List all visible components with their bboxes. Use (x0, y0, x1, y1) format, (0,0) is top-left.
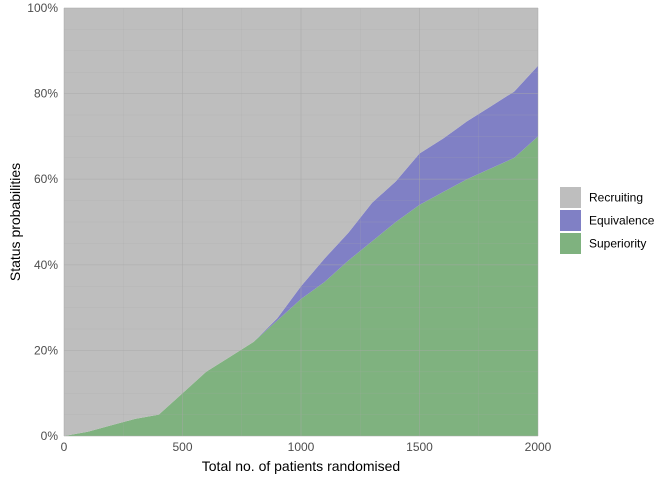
x-axis: 0 500 1000 1500 2000 (61, 440, 552, 454)
x-tick-label: 2000 (525, 440, 552, 454)
y-tick-label: 20% (34, 343, 58, 357)
legend-label-superiority: Superiority (589, 237, 646, 251)
y-tick-label: 0% (41, 429, 59, 443)
legend-label-equivalence: Equivalence (589, 214, 655, 228)
legend-key-superiority (560, 233, 581, 254)
y-tick-label: 80% (34, 87, 58, 101)
y-axis: 0% 20% 40% 60% 80% 100% (27, 1, 58, 443)
y-tick-label: 100% (27, 1, 58, 15)
legend-key-recruiting (560, 187, 581, 208)
x-tick-label: 1000 (288, 440, 315, 454)
y-tick-label: 60% (34, 172, 58, 186)
x-tick-label: 500 (172, 440, 192, 454)
y-axis-title: Status probabilities (7, 163, 23, 281)
y-tick-label: 40% (34, 258, 58, 272)
legend-label-recruiting: Recruiting (589, 191, 643, 205)
grid-layer (63, 7, 539, 437)
x-tick-label: 0 (61, 440, 68, 454)
x-axis-title: Total no. of patients randomised (202, 458, 400, 474)
legend: Recruiting Equivalence Superiority (560, 187, 655, 254)
x-tick-label: 1500 (406, 440, 433, 454)
legend-key-equivalence (560, 210, 581, 231)
